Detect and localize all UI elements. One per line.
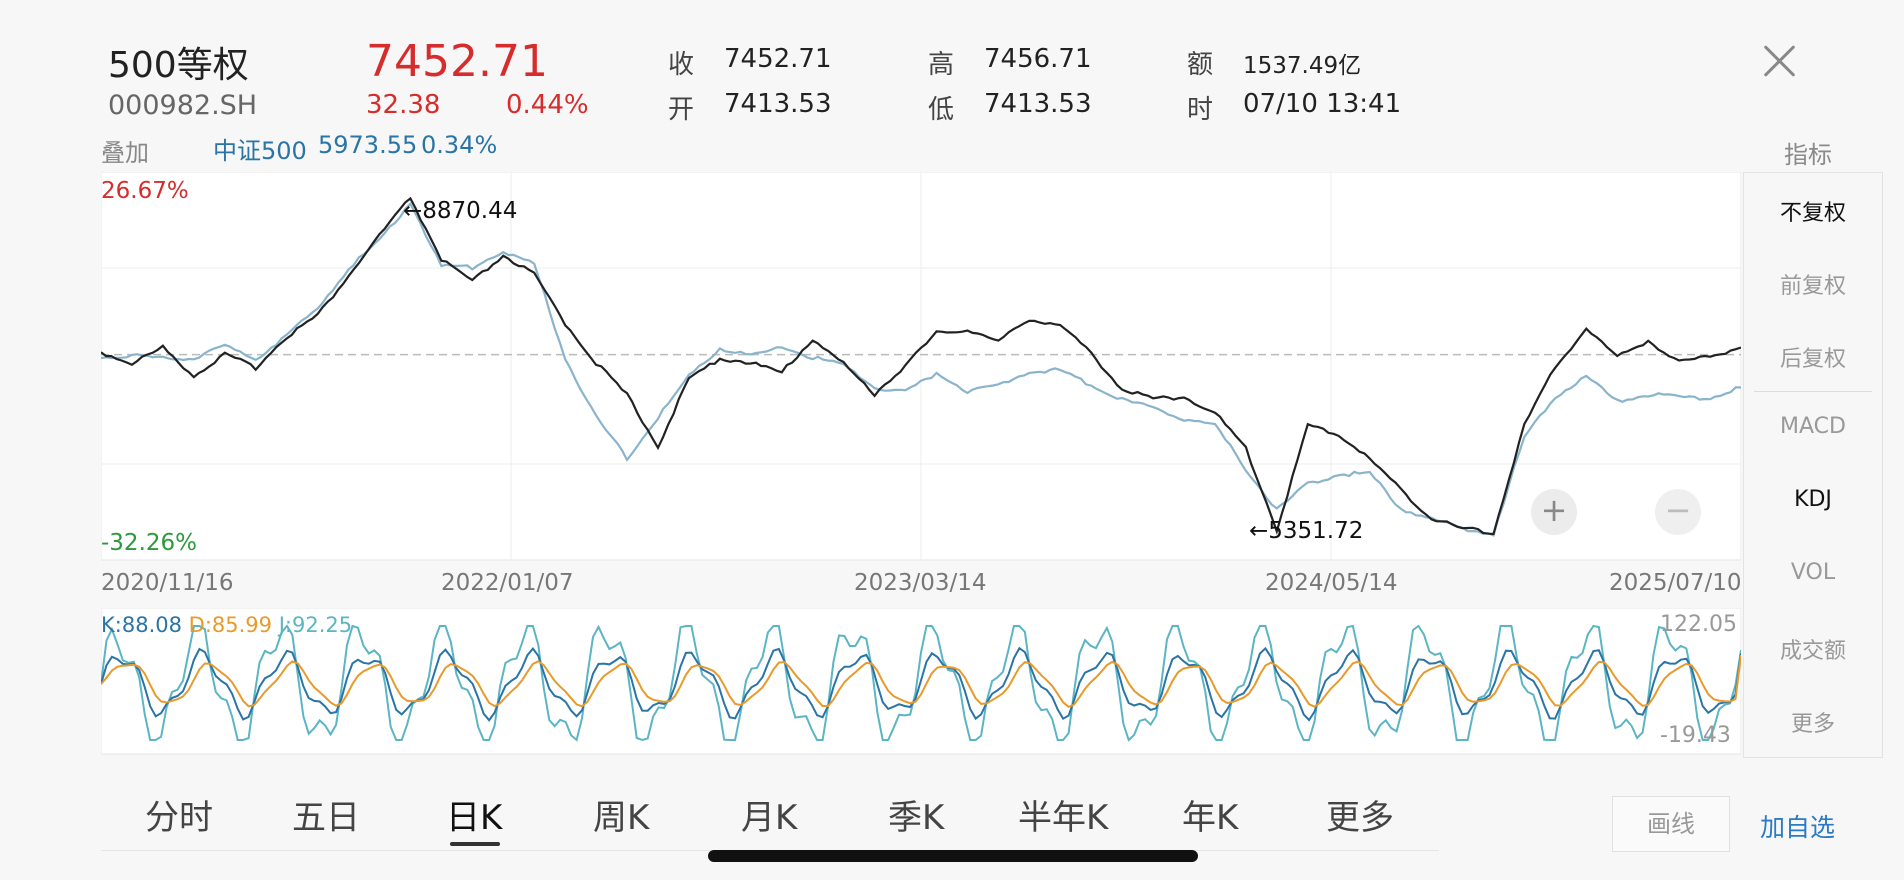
chart-grid (101, 172, 1741, 560)
x-tick-label: 2025/07/10 (1609, 570, 1742, 596)
zoom-out-button[interactable] (1655, 489, 1701, 535)
side-item-kdj[interactable]: KDJ (1794, 487, 1832, 512)
side-divider (1754, 391, 1872, 392)
x-tick-label: 2024/05/14 (1265, 570, 1398, 596)
kdj-max-label: 122.05 (1660, 612, 1737, 637)
side-item-vol[interactable]: VOL (1790, 560, 1836, 585)
active-tab-indicator (450, 842, 500, 846)
kdj-j-value: J:92.25 (278, 613, 353, 637)
indicator-panel: 不复权 前复权 后复权 MACD KDJ VOL 成交额 更多 (1743, 172, 1883, 758)
draw-line-button[interactable]: 画线 (1612, 796, 1730, 852)
side-item-turnover[interactable]: 成交额 (1779, 639, 1846, 664)
indicator-title[interactable]: 指标 (1784, 141, 1832, 169)
series-line-overlay-index (101, 201, 1741, 537)
tab-more[interactable]: 更多 (1326, 798, 1394, 838)
time-value: 07/10 13:41 (1243, 89, 1402, 119)
y-axis-top-label: 26.67% (101, 178, 189, 204)
tab-quarterly[interactable]: 季K (888, 798, 945, 838)
kdj-legend: K:88.08 D:85.99 J:92.25 (101, 613, 352, 637)
side-item-backward-adjust[interactable]: 后复权 (1779, 347, 1846, 372)
side-item-macd[interactable]: MACD (1780, 414, 1846, 439)
y-axis-bottom-label: -32.26% (101, 530, 197, 556)
zoom-out-icon: − (1665, 491, 1692, 529)
kdj-d-value: D:85.99 (188, 613, 273, 637)
series-line-main-index (101, 196, 1741, 536)
tab-monthly[interactable]: 月K (741, 798, 798, 838)
x-tick-label: 2020/11/16 (101, 570, 234, 596)
amount-label: 额 (1187, 50, 1214, 80)
tab-five-day[interactable]: 五日 (292, 798, 360, 838)
price-change: 32.38 (366, 90, 441, 120)
zoom-in-button[interactable] (1531, 489, 1577, 535)
price-change-pct: 0.44% (506, 90, 589, 120)
stock-name: 500等权 (108, 45, 249, 86)
tab-daily[interactable]: 日K (446, 798, 503, 838)
tab-intraday[interactable]: 分时 (145, 798, 213, 838)
kdj-k-value: K:88.08 (101, 613, 182, 637)
home-indicator (708, 850, 1198, 862)
current-price: 7452.71 (366, 36, 548, 87)
tab-half-year[interactable]: 半年K (1018, 798, 1109, 838)
high-value: 7456.71 (984, 44, 1092, 74)
overlay-index-name: 中证500 (213, 137, 307, 165)
side-item-forward-adjust[interactable]: 前复权 (1779, 274, 1846, 299)
annotation-high: ←8870.44 (403, 198, 517, 224)
tab-weekly[interactable]: 周K (593, 798, 650, 838)
price-chart[interactable]: ←8870.44 ←5351.72 + − (101, 172, 1741, 562)
kdj-k-line (101, 646, 1741, 722)
time-label: 时 (1187, 95, 1214, 125)
x-tick-label: 2022/01/07 (441, 570, 574, 596)
low-value: 7413.53 (984, 89, 1092, 119)
tab-yearly[interactable]: 年K (1182, 798, 1239, 838)
period-tabs: 分时 五日 日K 周K 月K 季K 半年K 年K 更多 (101, 780, 1441, 852)
close-icon[interactable] (1756, 40, 1802, 86)
overlay-index-value: 5973.55 (318, 131, 418, 159)
zoom-in-icon: + (1541, 491, 1568, 529)
kdj-d-line (101, 654, 1741, 709)
kdj-chart[interactable] (101, 608, 1741, 756)
open-label: 开 (668, 95, 695, 125)
close-value: 7452.71 (724, 44, 832, 74)
low-label: 低 (928, 95, 955, 125)
stock-code: 000982.SH (108, 90, 258, 121)
add-watchlist-button[interactable]: 加自选 (1760, 813, 1836, 842)
close-label: 收 (668, 50, 695, 80)
amount-value: 1537.49亿 (1243, 53, 1362, 79)
overlay-label[interactable]: 叠加 (101, 139, 149, 167)
high-label: 高 (928, 50, 955, 80)
side-item-no-adjust[interactable]: 不复权 (1779, 201, 1846, 226)
overlay-index-pct: 0.34% (421, 131, 498, 159)
annotation-low: ←5351.72 (1249, 518, 1363, 544)
side-item-more[interactable]: 更多 (1790, 712, 1835, 737)
kdj-min-label: -19.43 (1660, 723, 1731, 748)
open-value: 7413.53 (724, 89, 832, 119)
x-tick-label: 2023/03/14 (854, 570, 987, 596)
kdj-j-line (101, 624, 1741, 742)
